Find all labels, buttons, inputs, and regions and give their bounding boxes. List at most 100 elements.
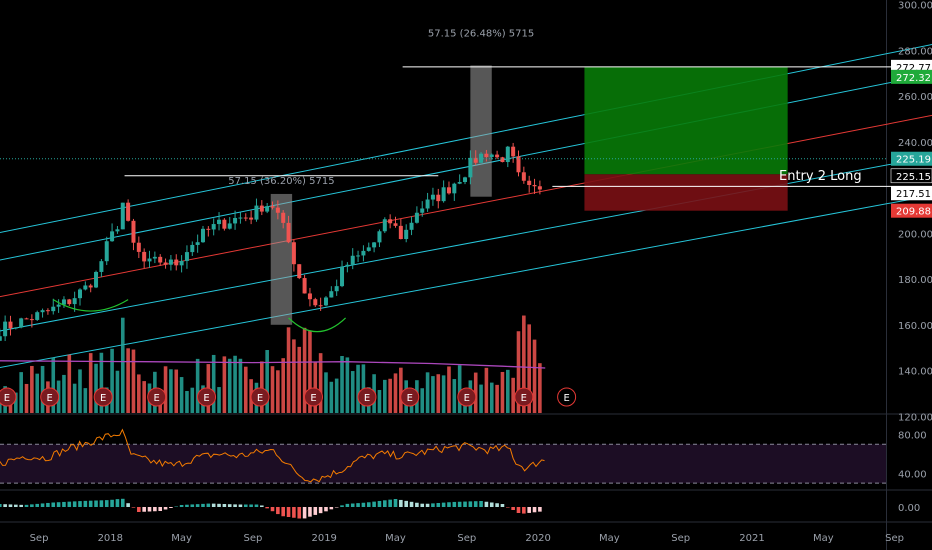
macd-bar — [538, 507, 542, 512]
volume-bar — [292, 339, 296, 413]
volume-bar — [495, 384, 499, 413]
volume-bar — [185, 391, 189, 413]
earnings-circle[interactable] — [457, 387, 477, 407]
volume-bar — [393, 373, 398, 413]
volume-bar — [174, 369, 179, 413]
price-tick-label: 140.00 — [898, 367, 932, 378]
macd-bar — [308, 507, 312, 517]
candle-body — [40, 310, 45, 313]
earnings-marker[interactable]: E — [147, 387, 167, 407]
macd-bar — [377, 500, 382, 507]
earnings-circle[interactable] — [197, 387, 217, 407]
earnings-marker[interactable]: E — [400, 387, 420, 407]
candle — [233, 210, 238, 230]
earnings-circle[interactable] — [304, 387, 324, 407]
earnings-circle[interactable] — [93, 387, 113, 407]
candle — [345, 262, 350, 273]
cup-arc[interactable] — [288, 317, 347, 333]
candle — [521, 166, 526, 184]
earnings-label: E — [464, 393, 470, 404]
earnings-label: E — [153, 393, 159, 404]
candle-body — [420, 208, 425, 213]
volume-bar — [243, 366, 248, 413]
price-tick-label: 300.00 — [898, 1, 932, 12]
candle — [297, 264, 302, 280]
volume-bar — [190, 387, 195, 413]
candle — [243, 213, 248, 222]
candle-body — [45, 310, 50, 312]
candle — [152, 251, 157, 264]
earnings-label: E — [47, 393, 53, 404]
volume-bar — [78, 369, 82, 413]
volume-bar — [522, 315, 526, 413]
volume-bar — [329, 381, 334, 413]
candle — [110, 223, 115, 242]
macd-bar — [404, 500, 408, 507]
position-loss-zone[interactable] — [584, 174, 788, 211]
macd-bar — [388, 499, 392, 507]
macd-bar — [8, 504, 13, 507]
candle — [136, 236, 141, 259]
candle-body — [313, 299, 318, 306]
candle-body — [77, 289, 82, 299]
candle-body — [495, 154, 500, 158]
earnings-circle[interactable] — [40, 387, 60, 407]
volume-bar — [126, 348, 130, 413]
earnings-marker[interactable]: E — [304, 387, 324, 407]
candle-body — [238, 217, 243, 219]
candle-body — [195, 242, 200, 245]
candle — [51, 298, 56, 315]
volume-bar — [527, 324, 531, 413]
macd-bar — [281, 507, 286, 517]
volume-bar — [115, 370, 120, 413]
earnings-marker[interactable]: E — [93, 387, 113, 407]
macd-bar — [163, 507, 168, 510]
candle — [168, 255, 173, 271]
earnings-circle[interactable] — [357, 387, 377, 407]
candle — [56, 299, 61, 313]
candle — [473, 150, 478, 166]
earnings-circle[interactable] — [250, 387, 270, 407]
earnings-circle[interactable] — [147, 387, 167, 407]
macd-bar — [409, 501, 414, 507]
position-profit-zone[interactable] — [584, 66, 788, 175]
earnings-circle[interactable] — [400, 387, 420, 407]
candle-body — [249, 217, 254, 220]
macd-bar — [441, 502, 446, 507]
earnings-marker[interactable]: E — [197, 387, 217, 407]
earnings-marker[interactable]: E — [457, 387, 477, 407]
volume-bar — [356, 364, 360, 413]
price-tag: 225.19 — [891, 151, 932, 166]
candle-body — [318, 305, 323, 307]
earnings-circle[interactable] — [0, 387, 17, 407]
time-tick-label: Sep — [671, 533, 690, 544]
price-tag: 225.15 — [890, 168, 932, 184]
candle-body — [200, 228, 205, 243]
earnings-marker[interactable]: E — [514, 387, 534, 407]
macd-bar — [463, 501, 467, 507]
earnings-marker[interactable]: E — [40, 387, 60, 407]
candle-body — [366, 247, 371, 251]
candle-body — [88, 285, 93, 288]
earnings-circle[interactable] — [557, 387, 577, 407]
volume-bar — [211, 354, 216, 413]
volume-bar — [286, 327, 291, 413]
earnings-marker[interactable]: E — [0, 387, 17, 407]
volume-ma-line — [0, 360, 546, 369]
candle — [88, 283, 93, 293]
candle-body — [356, 255, 361, 257]
earnings-label: E — [521, 393, 527, 404]
earnings-marker[interactable]: E — [357, 387, 377, 407]
earnings-marker[interactable]: E — [250, 387, 270, 407]
candle — [479, 152, 484, 164]
time-tick-label: 2021 — [739, 533, 764, 544]
volume-bar — [169, 369, 173, 413]
candle-body — [104, 241, 109, 262]
volume-bar — [340, 356, 344, 413]
price-range-box[interactable] — [470, 65, 492, 197]
earnings-circle[interactable] — [514, 387, 534, 407]
candle-body — [120, 202, 125, 230]
earnings-marker[interactable]: E — [557, 387, 577, 407]
cup-arc[interactable] — [52, 299, 129, 312]
candle — [382, 217, 387, 234]
